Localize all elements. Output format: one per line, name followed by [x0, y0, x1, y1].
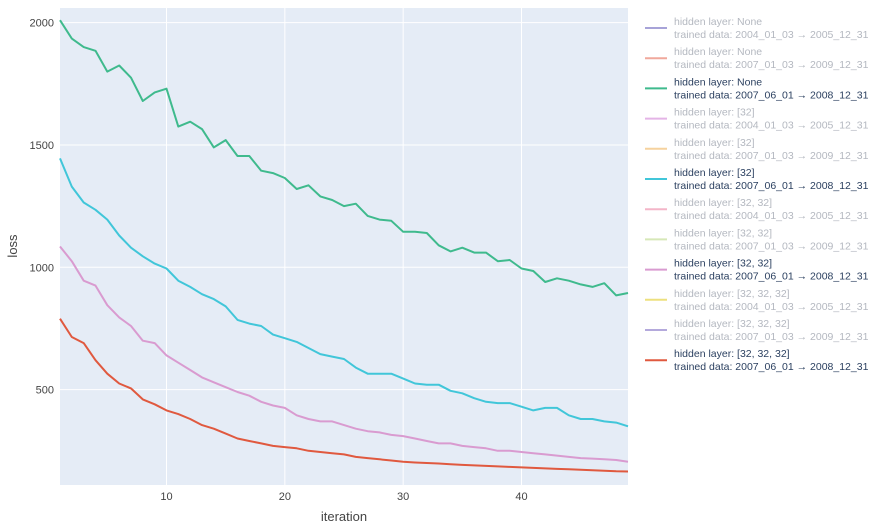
legend-item[interactable]: hidden layer: [32, 32]trained data: 2007… [645, 227, 869, 252]
legend-item[interactable]: hidden layer: [32, 32]trained data: 2007… [645, 258, 869, 283]
legend-trained-data: trained data: 2004_01_03 → 2005_12_31 [674, 120, 869, 132]
legend-trained-data: trained data: 2007_01_03 → 2009_12_31 [674, 59, 869, 71]
legend-hidden-layer: hidden layer: [32, 32] [674, 227, 772, 239]
legend-item[interactable]: hidden layer: [32]trained data: 2007_06_… [645, 167, 869, 192]
y-tick-label: 1500 [30, 140, 54, 152]
x-tick-label: 20 [279, 491, 291, 503]
legend-hidden-layer: hidden layer: [32, 32, 32] [674, 348, 790, 360]
series-line-5 [59, 158, 629, 428]
legend-hidden-layer: hidden layer: [32, 32] [674, 258, 772, 270]
legend-hidden-layer: hidden layer: [32] [674, 167, 755, 179]
plot-background [60, 8, 628, 485]
legend-trained-data: trained data: 2007_06_01 → 2008_12_31 [674, 361, 869, 373]
legend-trained-data: trained data: 2007_01_03 → 2009_12_31 [674, 240, 869, 252]
legend-trained-data: trained data: 2007_01_03 → 2009_12_31 [674, 150, 869, 162]
legend-item[interactable]: hidden layer: [32]trained data: 2007_01_… [645, 137, 869, 162]
legend-trained-data: trained data: 2007_06_01 → 2008_12_31 [674, 89, 869, 101]
grid-lines [60, 8, 628, 485]
legend-hidden-layer: hidden layer: None [674, 76, 762, 88]
legend-hidden-layer: hidden layer: None [674, 16, 762, 28]
y-tick-label: 500 [36, 385, 54, 397]
x-tick-label: 30 [397, 491, 409, 503]
legend-item[interactable]: hidden layer: [32, 32, 32]trained data: … [645, 288, 869, 313]
y-tick-label: 1000 [30, 262, 54, 274]
y-axis-title: loss [5, 234, 20, 258]
series-line-8 [59, 245, 629, 463]
legend-hidden-layer: hidden layer: [32] [674, 137, 755, 149]
y-axis-ticks: 500 1000 1500 2000 [30, 18, 54, 397]
legend-item[interactable]: hidden layer: [32, 32, 32]trained data: … [645, 318, 869, 343]
series-lines [59, 19, 629, 473]
legend-trained-data: trained data: 2004_01_03 → 2005_12_31 [674, 210, 869, 222]
series-line-11 [59, 318, 629, 473]
x-tick-label: 10 [160, 491, 172, 503]
x-axis-title: iteration [321, 509, 367, 524]
legend-hidden-layer: hidden layer: [32, 32] [674, 197, 772, 209]
legend-trained-data: trained data: 2004_01_03 → 2005_12_31 [674, 301, 869, 313]
legend-trained-data: trained data: 2007_01_03 → 2009_12_31 [674, 331, 869, 343]
legend-trained-data: trained data: 2007_06_01 → 2008_12_31 [674, 271, 869, 283]
x-axis-ticks: 10 20 30 40 [160, 491, 527, 503]
y-tick-label: 2000 [30, 18, 54, 30]
legend-item[interactable]: hidden layer: [32]trained data: 2004_01_… [645, 107, 869, 132]
legend-hidden-layer: hidden layer: None [674, 46, 762, 58]
legend-item[interactable]: hidden layer: [32, 32]trained data: 2004… [645, 197, 869, 222]
x-tick-label: 40 [515, 491, 527, 503]
legend-hidden-layer: hidden layer: [32, 32, 32] [674, 318, 790, 330]
legend-item[interactable]: hidden layer: [32, 32, 32]trained data: … [645, 348, 869, 373]
series-line-2 [59, 19, 629, 297]
legend-trained-data: trained data: 2004_01_03 → 2005_12_31 [674, 29, 869, 41]
legend-trained-data: trained data: 2007_06_01 → 2008_12_31 [674, 180, 869, 192]
legend-hidden-layer: hidden layer: [32] [674, 107, 755, 119]
legend-hidden-layer: hidden layer: [32, 32, 32] [674, 288, 790, 300]
